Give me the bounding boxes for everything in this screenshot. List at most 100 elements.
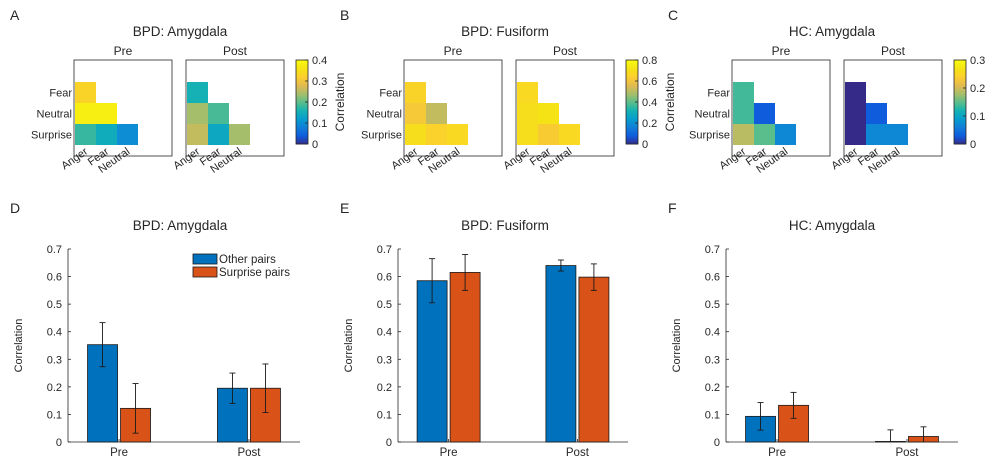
panel-letter: E bbox=[340, 200, 349, 216]
colorbar-segment bbox=[626, 60, 638, 63]
colorbar-segment bbox=[626, 104, 638, 107]
y-tick-label: 0 bbox=[714, 437, 720, 449]
y-tick-label: 0.7 bbox=[47, 244, 62, 256]
heatmap-panel-c: CHC: AmygdalaPreAngerFearNeutralPostAnge… bbox=[668, 7, 992, 176]
bar bbox=[449, 272, 481, 443]
heatmap-cell bbox=[845, 82, 866, 103]
colorbar-segment bbox=[626, 70, 638, 74]
y-tick-label: 0.1 bbox=[377, 409, 392, 421]
matrix-title: Pre bbox=[444, 44, 463, 58]
colorbar-segment bbox=[296, 137, 308, 141]
colorbar-segment bbox=[296, 139, 308, 143]
colorbar-segment bbox=[626, 137, 638, 141]
colorbar-segment bbox=[626, 89, 638, 92]
colorbar-tick-label: 0.2 bbox=[312, 97, 327, 109]
heatmap-cell bbox=[845, 124, 866, 145]
colorbar-segment bbox=[626, 62, 638, 65]
colorbar-segment bbox=[626, 66, 638, 69]
matrix-title: Post bbox=[553, 44, 578, 58]
panel-title: BPD: Fusiform bbox=[461, 218, 549, 233]
colorbar-segment bbox=[296, 108, 308, 111]
colorbar-segment bbox=[296, 129, 308, 132]
heatmap-cell bbox=[733, 82, 754, 103]
colorbar-segment bbox=[954, 87, 966, 90]
y-tick-label: 0.4 bbox=[47, 327, 62, 339]
row-label: Fear bbox=[49, 88, 72, 100]
y-tick-label: 0.6 bbox=[705, 272, 720, 284]
colorbar-segment bbox=[954, 81, 966, 84]
colorbar-segment bbox=[954, 133, 966, 137]
panel-letter: D bbox=[10, 200, 20, 216]
colorbar-segment bbox=[954, 114, 966, 118]
colorbar-segment bbox=[626, 72, 638, 76]
row-label: Neutral bbox=[695, 109, 730, 121]
colorbar-segment bbox=[626, 76, 638, 80]
colorbar-segment bbox=[954, 70, 966, 74]
colorbar-segment bbox=[296, 78, 308, 82]
colorbar-segment bbox=[626, 120, 638, 124]
colorbar-segment bbox=[626, 108, 638, 111]
row-label: Surprise bbox=[31, 130, 72, 142]
panel-letter: F bbox=[668, 200, 677, 216]
colorbar-segment bbox=[296, 74, 308, 78]
bar-panel-e: E BPD: Fusiform 0 0.1 0.2 0.3 0.4 0.5 0.6 0.7 Corr… bbox=[340, 200, 628, 459]
colorbar-segment bbox=[296, 112, 308, 116]
colorbar-segment bbox=[626, 99, 638, 103]
colorbar-segment bbox=[954, 125, 966, 128]
colorbar-tick-label: 0 bbox=[970, 139, 976, 151]
colorbar-tick-label: 0.2 bbox=[642, 118, 657, 130]
colorbar-segment bbox=[296, 76, 308, 80]
colorbar-segment bbox=[296, 123, 308, 126]
heatmap-cell bbox=[517, 124, 538, 145]
colorbar-segment bbox=[954, 131, 966, 134]
heatmap-cell bbox=[426, 103, 447, 124]
y-tick-label: 0.4 bbox=[705, 327, 720, 339]
colorbar-segment bbox=[954, 99, 966, 103]
heatmap-cell bbox=[405, 82, 426, 103]
legend-swatch bbox=[192, 266, 218, 278]
y-tick-label: 0.5 bbox=[377, 299, 392, 311]
bar bbox=[416, 280, 448, 443]
colorbar-segment bbox=[626, 129, 638, 132]
colorbar-tick-label: 0 bbox=[312, 139, 318, 151]
y-tick-label: 0.1 bbox=[47, 409, 62, 421]
panel-title: HC: Amygdala bbox=[789, 218, 876, 233]
colorbar-segment bbox=[296, 70, 308, 74]
colorbar-segment bbox=[954, 93, 966, 97]
colorbar-segment bbox=[296, 72, 308, 76]
y-tick-label: 0 bbox=[56, 437, 62, 449]
y-tick-label: 0.3 bbox=[377, 354, 392, 366]
heatmap-cell bbox=[117, 124, 138, 145]
heatmap-cell bbox=[426, 124, 447, 145]
y-tick-label: 0.4 bbox=[377, 327, 392, 339]
x-tick-label: Pre bbox=[768, 447, 786, 459]
colorbar-segment bbox=[954, 102, 966, 105]
colorbar-segment bbox=[296, 93, 308, 97]
colorbar-segment bbox=[626, 81, 638, 84]
colorbar-segment bbox=[626, 125, 638, 128]
colorbar-segment bbox=[626, 95, 638, 99]
heatmap-cell bbox=[538, 124, 559, 145]
colorbar-segment bbox=[954, 72, 966, 76]
matrix-title: Post bbox=[881, 44, 906, 58]
matrix-title: Post bbox=[223, 44, 248, 58]
colorbar-label: Correlation bbox=[663, 73, 677, 132]
colorbar-segment bbox=[626, 97, 638, 101]
y-tick-label: 0.5 bbox=[705, 299, 720, 311]
colorbar-segment bbox=[296, 64, 308, 67]
colorbar-segment bbox=[296, 118, 308, 122]
heatmap-cell bbox=[208, 124, 229, 145]
colorbar-segment bbox=[626, 85, 638, 88]
bar bbox=[545, 265, 577, 443]
colorbar-segment bbox=[296, 87, 308, 90]
colorbar-segment bbox=[296, 110, 308, 113]
colorbar-tick-label: 0.3 bbox=[970, 55, 985, 67]
colorbar-segment bbox=[626, 110, 638, 113]
colorbar-segment bbox=[954, 91, 966, 95]
colorbar-segment bbox=[954, 118, 966, 122]
heatmap-cell bbox=[75, 82, 96, 103]
heatmap-cell bbox=[96, 124, 117, 145]
heatmap-cell bbox=[866, 124, 887, 145]
colorbar-segment bbox=[296, 60, 308, 63]
